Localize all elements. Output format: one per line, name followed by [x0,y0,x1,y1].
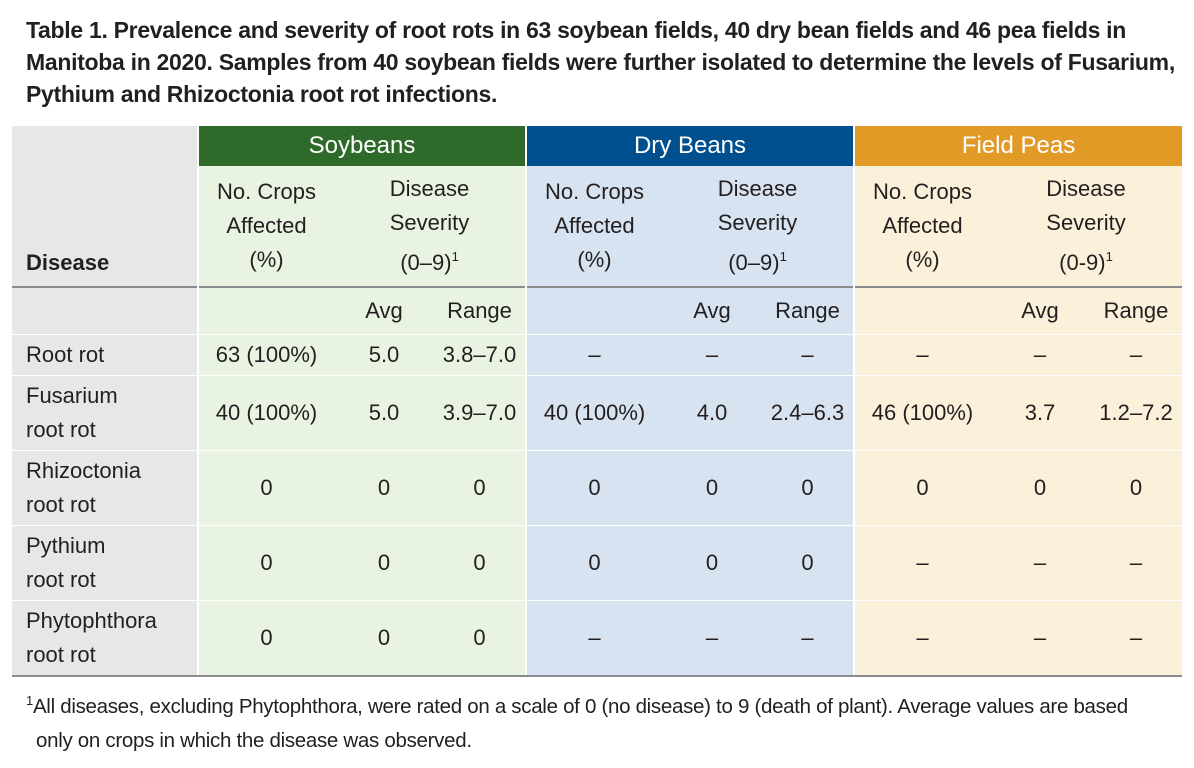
disease-name: Pythium root rot [12,525,198,601]
soybeans-avg-header: Avg [334,286,434,335]
field-peas-range-header: Range [1090,286,1183,335]
sub-header-row: No. Crops Affected (%) Disease Severity … [12,166,1183,287]
footnote: 1All diseases, excluding Phytophthora, w… [26,684,1176,758]
table-row: Phytophthora root rot 0 0 0 – – – – – – [12,600,1183,677]
table-row: Root rot 63 (100%) 5.0 3.8–7.0 – – – – –… [12,334,1183,376]
field-peas-affected-header: No. Crops Affected (%) [853,166,990,287]
footnote-line-2: only on crops in which the disease was o… [36,729,472,752]
disease-header: Disease [26,250,110,275]
field-peas-severity-header: Disease Severity (0-9)1 [990,166,1183,287]
table-row: Fusarium root rot 40 (100%) 5.0 3.9–7.0 4… [12,375,1183,451]
dry-beans-range-header: Range [762,286,854,335]
soybeans-affected-header: No. Crops Affected (%) [197,166,334,287]
soybeans-severity-header: Disease Severity (0–9)1 [334,166,526,287]
dry-beans-affected-header: No. Crops Affected (%) [525,166,662,287]
dry-beans-avg-header: Avg [662,286,762,335]
table-row: Pythium root rot 0 0 0 0 0 0 – – – [12,525,1183,601]
root-rot-table: Disease Soybeans Dry Beans Field Peas No… [12,126,1183,677]
dry-beans-severity-header: Disease Severity (0–9)1 [662,166,854,287]
disease-header-cell: Disease [12,126,198,287]
footnote-line-1: All diseases, excluding Phytophthora, we… [32,695,1128,718]
avg-range-header-row: Avg Range Avg Range Avg Range [12,286,1183,335]
soybeans-range-header: Range [434,286,526,335]
disease-name: Root rot [12,334,198,376]
table-row: Rhizoctonia root rot 0 0 0 0 0 0 0 0 0 [12,450,1183,526]
group-header-dry-beans: Dry Beans [525,126,854,166]
disease-name: Rhizoctonia root rot [12,450,198,526]
footnote-marker: 1 [26,693,33,708]
disease-name: Fusarium root rot [12,375,198,451]
group-header-row: Disease Soybeans Dry Beans Field Peas [12,126,1183,287]
table-caption: Table 1. Prevalence and severity of root… [26,17,1175,107]
field-peas-avg-header: Avg [990,286,1090,335]
disease-name: Phytophthora root rot [12,600,198,677]
group-header-soybeans: Soybeans [197,126,526,166]
group-header-field-peas: Field Peas [852,126,1183,166]
